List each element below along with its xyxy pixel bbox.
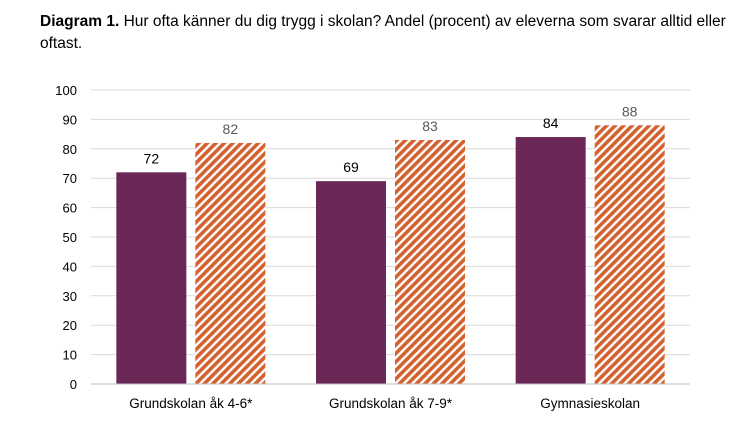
y-tick-label: 10 [63,348,77,363]
data-label: 88 [622,103,638,119]
chart-caption: Diagram 1. Hur ofta känner du dig trygg … [40,11,730,55]
bars [116,125,665,384]
data-label: 69 [343,159,359,175]
bar [116,172,187,384]
y-tick-label: 100 [55,83,77,98]
y-tick-label: 90 [63,112,77,127]
bar [316,181,386,384]
y-tick-label: 80 [63,142,77,157]
caption-text: Hur ofta känner du dig trygg i skolan? A… [40,13,726,52]
bar [594,125,665,384]
bar [515,137,586,384]
axes: 0 10 20 30 40 50 60 70 80 90 100 Grundskolan åk 4-6… [55,83,690,411]
y-tick-label: 0 [70,377,77,392]
caption-label: Diagram 1. [40,13,120,30]
y-tick-label: 50 [63,230,77,245]
bar [395,139,465,384]
data-label: 83 [422,118,438,134]
data-label: 72 [144,150,160,166]
y-tick-label: 60 [63,201,77,216]
data-label: 84 [543,115,559,131]
data-labels: 72 82 69 83 84 88 [144,103,638,175]
x-tick-label: Grundskolan åk 4-6* [129,396,253,411]
data-label: 82 [223,121,239,137]
bar [195,142,266,384]
x-tick-label: Gymnasieskolan [540,396,640,411]
y-tick-label: 40 [63,259,77,274]
y-tick-label: 70 [63,171,77,186]
x-tick-label: Grundskolan åk 7-9* [329,396,453,411]
y-tick-label: 30 [63,289,77,304]
y-tick-label: 20 [63,318,77,333]
gridlines [91,89,690,356]
